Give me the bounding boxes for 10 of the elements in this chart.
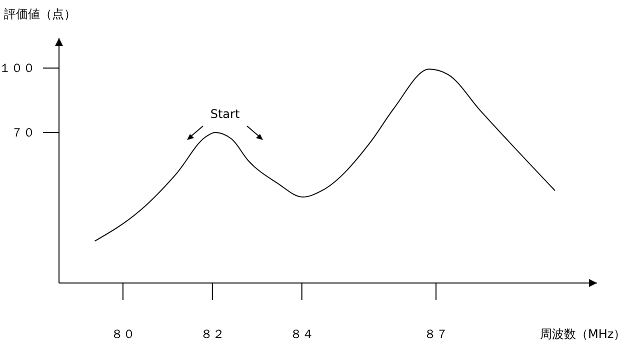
x-tick-label: ８７ bbox=[424, 327, 448, 341]
y-tick-label: １００ bbox=[0, 61, 35, 76]
x-tick-label: ８０ bbox=[110, 327, 135, 341]
line-series bbox=[94, 68, 556, 242]
x-axis-title: 周波数（MHz） bbox=[540, 326, 626, 343]
y-tick-label: ７０ bbox=[11, 126, 35, 140]
x-tick-label: ８２ bbox=[200, 327, 224, 341]
x-tick-label: ８４ bbox=[290, 327, 314, 341]
annotation: Start bbox=[210, 107, 240, 121]
y-axis-title: 評価値（点） bbox=[4, 6, 76, 23]
